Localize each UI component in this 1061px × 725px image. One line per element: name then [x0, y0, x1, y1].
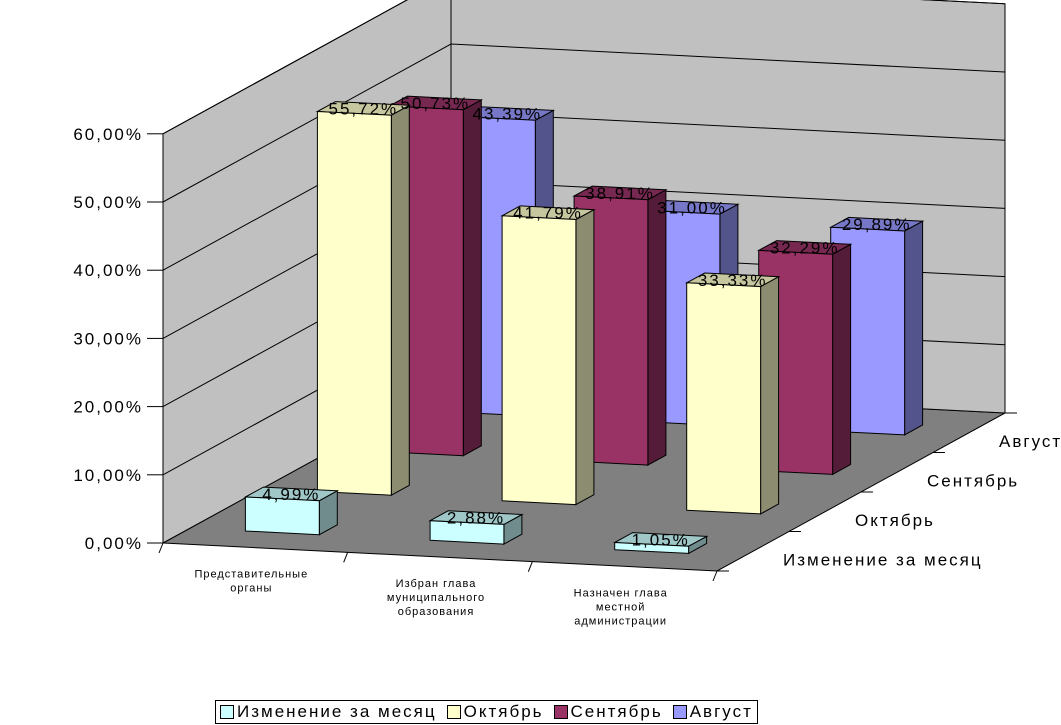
y-tick-label: 40,00% [73, 261, 143, 280]
category-label-line: Представительные [194, 569, 308, 581]
data-labels: 43,39% 31,00% 29,89% 50,73% 38,91% 32,29% 55,7… [262, 94, 912, 549]
y-tick-label: 0,00% [85, 534, 143, 553]
category-label-line: органы [230, 583, 272, 595]
bar-front [244, 496, 320, 536]
y-tick-label: 20,00% [73, 398, 143, 417]
data-label: 38,91% [585, 184, 655, 203]
y-tick-label: 50,00% [73, 193, 143, 212]
data-label: 50,73% [400, 94, 470, 113]
data-label: 4,99% [262, 485, 320, 504]
data-label: 33,33% [698, 271, 768, 290]
gridline [162, 43, 1006, 203]
category-label-line: Назначен глава [574, 587, 668, 599]
y-tick-label: 30,00% [73, 329, 143, 348]
x-tick-mark [527, 561, 533, 572]
y-tick-label: 60,00% [73, 125, 143, 144]
legend: Изменение за месяц Октябрь Сентябрь Август [215, 700, 758, 724]
x-tick-mark [343, 552, 349, 563]
bar [243, 486, 340, 536]
y-axis: 0,00% 10,00% 20,00% 30,00% 40,00% 50,00% 60,00… [73, 125, 164, 553]
bar-front [686, 282, 762, 515]
legend-label: Сентябрь [570, 702, 663, 721]
bar-side [760, 275, 780, 515]
depth-label: Изменение за месяц [783, 550, 983, 569]
bar [315, 101, 412, 497]
y-tick-label: 10,00% [73, 466, 143, 485]
legend-label: Август [689, 702, 753, 721]
bar-front [501, 215, 577, 506]
bar-side [647, 188, 667, 466]
data-label: 1,05% [632, 530, 690, 549]
data-label: 32,29% [770, 238, 840, 257]
depth-label: Октябрь [855, 511, 935, 530]
data-label: 31,00% [657, 198, 727, 217]
bar [500, 205, 596, 506]
data-label: 55,72% [328, 99, 398, 118]
category-label-line: образования [398, 606, 475, 618]
depth-label: Сентябрь [927, 471, 1019, 490]
bar [428, 510, 524, 545]
category-label-line: муниципального [387, 592, 485, 604]
bar-front [614, 541, 690, 554]
gridline [162, 0, 1006, 135]
bar-side [904, 220, 924, 436]
depth-axis: Август Сентябрь Октябрь Изменение за месяц [717, 412, 1061, 572]
category-label-line: местной [596, 601, 646, 613]
x-tick-mark [158, 542, 164, 554]
legend-item: Изменение за месяц [220, 702, 437, 722]
bar [684, 272, 781, 515]
bar-side [575, 208, 595, 506]
legend-swatch [446, 705, 461, 719]
legend-item: Сентябрь [553, 702, 663, 722]
category-label: Назначен глава местной администрации [574, 587, 668, 627]
data-label: 43,39% [472, 104, 542, 123]
legend-label: Изменение за месяц [237, 702, 437, 721]
category-label: Избран глава муниципального образования [387, 578, 485, 618]
bars [243, 95, 925, 555]
legend-item: Октябрь [446, 702, 544, 722]
legend-item: Август [672, 702, 753, 722]
data-label: 41,79% [513, 204, 583, 223]
category-label: Представительные органы [194, 569, 308, 595]
x-tick-mark [712, 570, 718, 582]
bar-front [316, 110, 392, 496]
legend-swatch [553, 705, 568, 719]
legend-swatch [220, 705, 234, 719]
bar-front [429, 520, 505, 545]
bar [612, 532, 709, 555]
category-label-line: администрации [574, 615, 667, 627]
data-label: 29,89% [842, 215, 912, 234]
category-label-line: Избран глава [396, 578, 477, 590]
bar-side [462, 99, 482, 457]
bar-side [390, 104, 410, 497]
x-axis: Представительные органы Избран глава муници… [158, 542, 718, 627]
depth-label: Август [999, 432, 1061, 451]
data-label: 2,88% [447, 509, 505, 528]
legend-swatch [672, 705, 687, 719]
bar-side [832, 243, 852, 476]
legend-label: Октябрь [463, 702, 544, 721]
